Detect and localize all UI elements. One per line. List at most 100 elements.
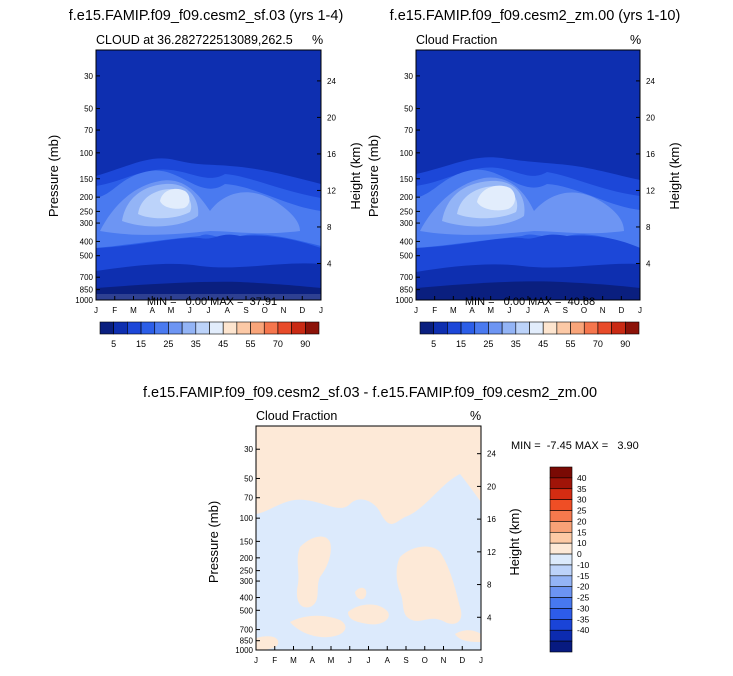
colorbar-swatch — [549, 553, 573, 566]
y2-tick-label: 4 — [646, 259, 651, 268]
colorbar-swatch — [549, 564, 573, 577]
x-tick-label: N — [281, 306, 287, 315]
y-tick-label: 30 — [404, 72, 413, 81]
panel-2-colorbar: 5 15 25 35 45 55 70 90 — [419, 321, 640, 349]
colorbar-label: -35 — [577, 614, 590, 624]
colorbar-swatch — [419, 321, 434, 335]
colorbar-swatch — [263, 321, 279, 335]
colorbar-label: 45 — [538, 339, 548, 349]
y2-tick-label: 8 — [646, 223, 651, 232]
colorbar-label: -25 — [577, 593, 590, 603]
panel-1-left-label: CLOUD at 36.282722513089,262.5 — [96, 33, 293, 47]
y-tick-label: 700 — [80, 273, 94, 282]
panel-3-y2-ticks: 4 8 12 16 20 24 — [477, 450, 496, 622]
colorbar-label: 20 — [577, 516, 587, 526]
panel-3-contour-field — [256, 426, 481, 650]
panel-1-stats-text: MIN = 0.00 MAX = 37.91 — [146, 296, 278, 308]
x-tick-label: J — [526, 306, 530, 315]
colorbar-swatch — [549, 510, 573, 522]
y-tick-label: 300 — [80, 219, 94, 228]
colorbar-swatch — [549, 531, 573, 544]
x-tick-label: D — [299, 306, 305, 315]
colorbar-swatch — [291, 321, 306, 335]
colorbar-swatch — [625, 321, 640, 335]
x-tick-label: F — [112, 306, 117, 315]
colorbar-label: 35 — [577, 484, 587, 494]
panel-2: Cloud Fraction % 30 50 70 100 150 200 250 300 40… — [366, 33, 682, 315]
y2-tick-label: 16 — [646, 150, 655, 159]
x-tick-label: O — [262, 306, 268, 315]
colorbar-swatch — [168, 321, 183, 335]
panel-1-title: f.e15.FAMIP.f09_f09.cesm2_sf.03 (yrs 1-4… — [68, 8, 344, 24]
y-tick-label: 100 — [240, 514, 254, 523]
colorbar-swatch — [209, 321, 224, 335]
y-tick-label: 850 — [80, 286, 94, 295]
colorbar-swatch — [556, 321, 571, 335]
y2-tick-label: 24 — [327, 77, 336, 86]
panel-1-ylabel: Pressure (mb) — [46, 135, 61, 217]
panel-2-title: f.e15.FAMIP.f09_f09.cesm2_zm.00 (yrs 1-1… — [389, 8, 681, 24]
x-tick-label: J — [414, 306, 418, 315]
panel-1: CLOUD at 36.282722513089,262.5 % 30 50 70 1… — [46, 33, 363, 315]
colorbar-swatch — [549, 575, 573, 588]
y-tick-label: 400 — [240, 594, 254, 603]
colorbar-label: 90 — [620, 339, 630, 349]
colorbar-swatch — [549, 466, 573, 479]
x-tick-label: M — [450, 306, 457, 315]
x-tick-label: A — [225, 306, 231, 315]
x-tick-label: J — [507, 306, 511, 315]
panel-3-title: f.e15.FAMIP.f09_f09.cesm2_sf.03 - f.e15.… — [142, 385, 598, 401]
y-tick-label: 700 — [240, 626, 254, 635]
x-tick-label: A — [544, 306, 550, 315]
y-tick-label: 50 — [244, 474, 253, 483]
y2-tick-label: 24 — [646, 77, 655, 86]
panel-2-stats-text: MIN = 0.00 MAX = 40.68 — [464, 296, 596, 308]
y-tick-label: 250 — [240, 567, 254, 576]
x-tick-label: S — [563, 306, 568, 315]
x-tick-label: J — [348, 656, 352, 665]
colorbar-swatch — [236, 321, 251, 335]
colorbar-swatch — [549, 597, 573, 609]
colorbar-label: 30 — [577, 495, 587, 505]
colorbar-swatch — [549, 619, 573, 631]
colorbar-swatch — [501, 321, 517, 335]
x-tick-label: M — [130, 306, 137, 315]
colorbar-label: 55 — [566, 339, 576, 349]
y-tick-label: 500 — [400, 252, 414, 261]
colorbar-swatch — [549, 586, 573, 598]
x-tick-label: F — [432, 306, 437, 315]
x-tick-label: O — [581, 306, 587, 315]
panel-2-contour-field — [416, 50, 640, 300]
y-tick-label: 100 — [80, 149, 94, 158]
colorbar-label: -20 — [577, 582, 590, 592]
colorbar-label: 45 — [218, 339, 228, 349]
y-tick-label: 250 — [80, 207, 94, 216]
colorbar-label: -30 — [577, 603, 590, 613]
colorbar-swatch — [597, 321, 612, 335]
colorbar-label: -10 — [577, 560, 590, 570]
x-tick-label: J — [367, 656, 371, 665]
colorbar-swatch — [154, 321, 169, 335]
y-tick-label: 30 — [244, 445, 253, 454]
colorbar-swatch — [549, 542, 573, 555]
colorbar-swatch — [447, 321, 462, 335]
y-tick-label: 70 — [84, 126, 93, 135]
y2-tick-label: 12 — [646, 186, 655, 195]
colorbar-swatch — [611, 321, 626, 335]
panel-1-y2-ticks: 4 8 12 16 20 24 — [317, 77, 336, 268]
colorbar-swatch — [549, 488, 573, 500]
x-tick-label: A — [385, 656, 391, 665]
y2-tick-label: 12 — [327, 186, 336, 195]
colorbar-swatch — [277, 321, 292, 335]
panel-1-contour-field — [96, 50, 321, 300]
y2-tick-label: 16 — [327, 150, 336, 159]
colorbar-label: 40 — [577, 473, 587, 483]
colorbar-swatch — [549, 640, 573, 653]
y-tick-label: 500 — [80, 252, 94, 261]
colorbar-label: 15 — [456, 339, 466, 349]
x-tick-label: N — [600, 306, 606, 315]
y2-tick-label: 16 — [487, 515, 496, 524]
